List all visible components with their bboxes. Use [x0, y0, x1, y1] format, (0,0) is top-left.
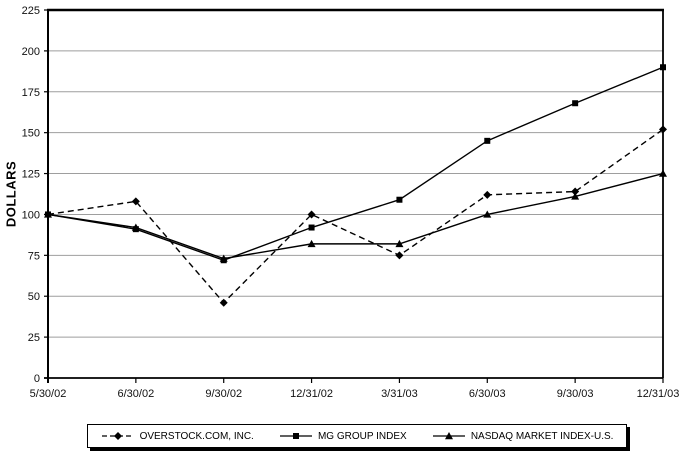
svg-text:6/30/03: 6/30/03: [469, 388, 506, 400]
legend-item-nasdaq: NASDAQ MARKET INDEX-U.S.: [432, 430, 614, 442]
svg-text:9/30/03: 9/30/03: [557, 388, 594, 400]
nasdaq-solid-triangle-line-icon: [432, 432, 465, 440]
svg-text:125: 125: [22, 169, 40, 181]
y-axis-ticks: 0 25 50 75 100 125 150 175 200 225: [22, 5, 48, 385]
legend: OVERSTOCK.COM, INC. MG GROUP INDEX NASDA…: [87, 424, 627, 448]
svg-text:9/30/02: 9/30/02: [205, 388, 242, 400]
svg-text:225: 225: [22, 5, 40, 17]
series-nasdaq-market-index-u-s: [44, 169, 667, 262]
axes-frame: [44, 8, 664, 383]
legend-label-mg-group: MG GROUP INDEX: [317, 430, 407, 442]
svg-text:50: 50: [28, 291, 40, 303]
legend-label-nasdaq: NASDAQ MARKET INDEX-U.S.: [470, 430, 614, 442]
svg-text:5/30/02: 5/30/02: [30, 388, 67, 400]
svg-text:12/31/03: 12/31/03: [637, 388, 680, 400]
svg-text:200: 200: [22, 46, 40, 58]
svg-text:25: 25: [28, 332, 40, 344]
svg-text:12/31/02: 12/31/02: [290, 388, 333, 400]
plot-area: 0 25 50 75 100 125 150 175 200 225 5/30/02 6/30/02 9…: [22, 5, 680, 400]
svg-text:0: 0: [34, 373, 40, 385]
gridlines: [48, 50, 663, 338]
legend-item-mg-group: MG GROUP INDEX: [279, 430, 407, 442]
svg-text:100: 100: [22, 209, 40, 221]
x-axis-ticks: 5/30/02 6/30/02 9/30/02 12/31/02 3/31/03 6/30…: [30, 378, 680, 400]
mg-group-solid-square-line-icon: [279, 433, 312, 439]
svg-text:75: 75: [28, 250, 40, 262]
svg-text:150: 150: [22, 128, 40, 140]
series-overstock-com-inc: [44, 125, 667, 307]
svg-text:6/30/02: 6/30/02: [118, 388, 155, 400]
overstock-dashed-diamond-line-icon: [101, 432, 134, 440]
svg-text:175: 175: [22, 87, 40, 99]
legend-item-overstock: OVERSTOCK.COM, INC.: [101, 430, 254, 442]
svg-text:3/31/03: 3/31/03: [381, 388, 418, 400]
legend-label-overstock: OVERSTOCK.COM, INC.: [139, 430, 254, 442]
series-mg-group-index: [45, 64, 666, 264]
